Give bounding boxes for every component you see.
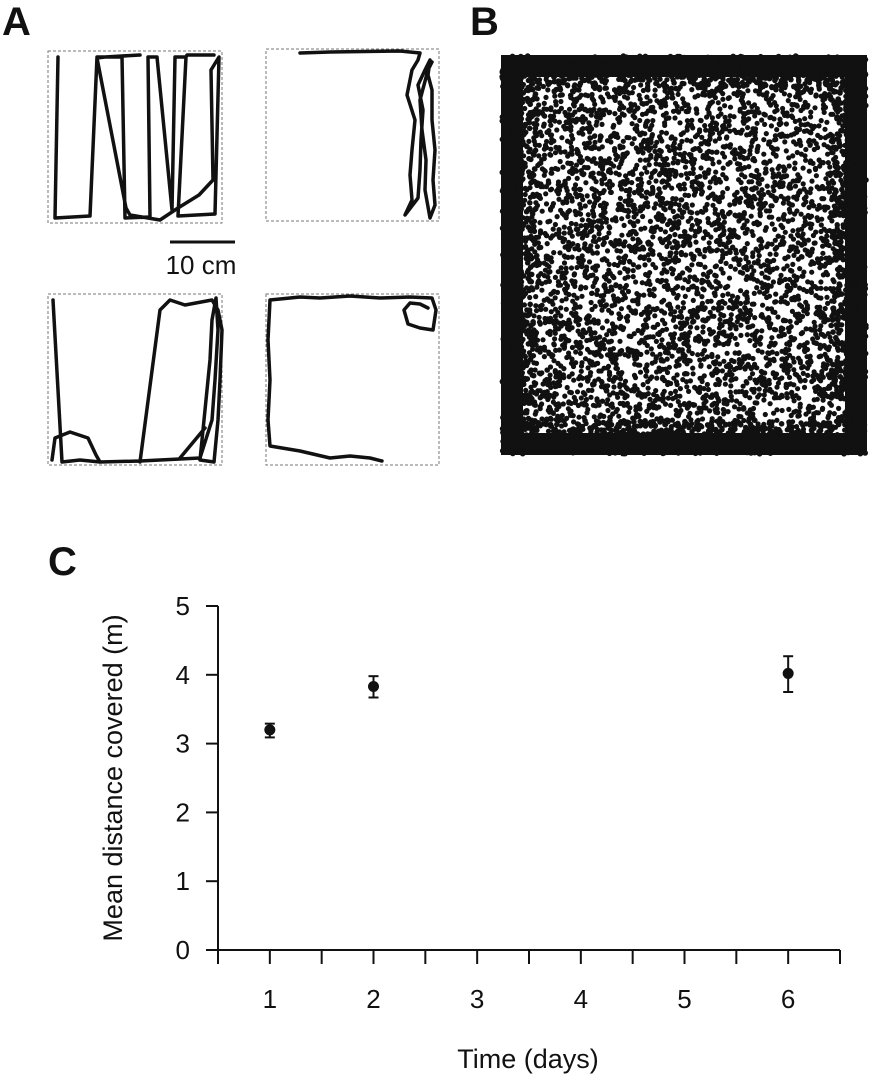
x-tick-label: 2 [366, 984, 380, 1014]
y-axis-title: Mean distance covered (m) [98, 614, 128, 941]
x-tick-label: 1 [263, 984, 277, 1014]
y-tick-label: 3 [176, 729, 190, 759]
trajectory-panel: 10 cm [47, 48, 440, 466]
chart-c: 0 1 2 3 4 5 1 2 3 4 5 6 Time (days) Mean distance … [98, 591, 841, 1074]
x-tick-label: 4 [574, 984, 588, 1014]
arena-outline [265, 48, 440, 222]
y-axis: 0 1 2 3 4 5 [176, 591, 218, 965]
data-point [264, 724, 276, 736]
data-series [264, 655, 794, 739]
trajectory-path [53, 53, 221, 222]
data-point [368, 680, 379, 692]
x-axis-title: Time (days) [457, 1044, 599, 1074]
x-axis: 1 2 3 4 5 6 [217, 950, 841, 1014]
y-tick-label: 0 [176, 935, 190, 965]
panel-label-a: A [2, 0, 31, 44]
position-dots [499, 53, 869, 457]
trajectory-path [50, 296, 224, 464]
arena-outline [265, 293, 440, 466]
data-point [782, 667, 794, 679]
panel-label-c: C [48, 540, 77, 584]
x-tick-label: 6 [781, 984, 795, 1014]
y-tick-label: 1 [176, 866, 190, 896]
y-tick-label: 5 [176, 591, 190, 621]
arena-outline [47, 50, 223, 224]
x-tick-label: 3 [470, 984, 484, 1014]
y-tick-label: 2 [176, 797, 190, 827]
scale-bar-label: 10 cm [166, 250, 237, 280]
trajectory-path [298, 49, 437, 220]
x-tick-label: 5 [677, 984, 691, 1014]
y-tick-label: 4 [176, 660, 190, 690]
position-density-plot [499, 53, 869, 457]
panel-label-b: B [470, 0, 499, 44]
trajectory-path [266, 294, 438, 463]
arena-outline [47, 293, 223, 466]
